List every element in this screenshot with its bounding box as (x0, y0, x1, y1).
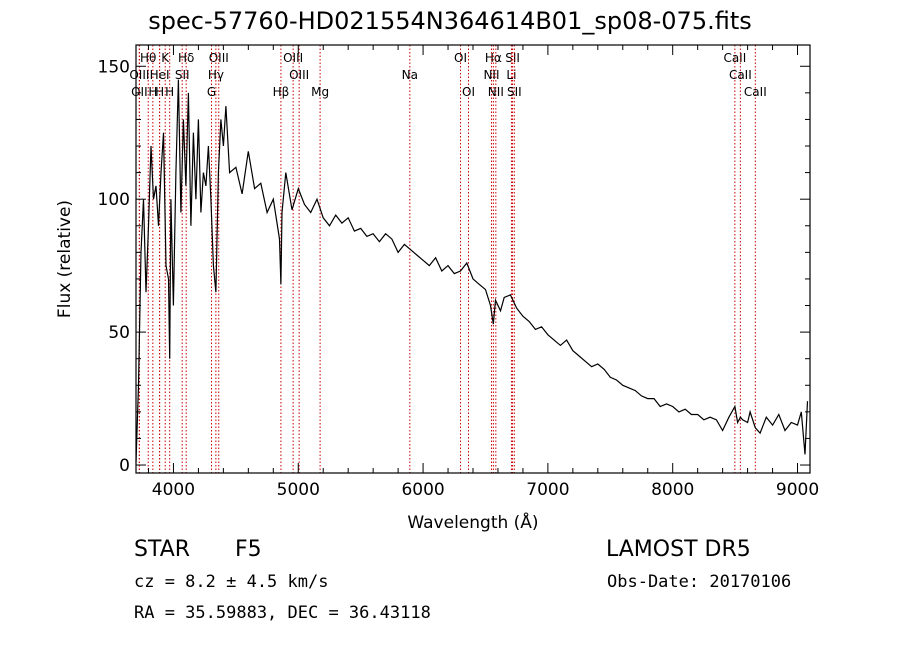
x-tick-label: 6000 (401, 480, 444, 500)
line-marker-label: CaII (723, 51, 746, 65)
object-type: STAR (134, 537, 191, 562)
y-tick-label: 100 (98, 190, 130, 210)
line-marker-label: Li (506, 68, 516, 82)
y-tick-label: 50 (108, 323, 130, 343)
observation-date: Obs-Date: 20170106 (607, 572, 792, 592)
line-marker-label: OIII (209, 51, 229, 65)
line-marker-label: Hδ (178, 51, 194, 65)
line-marker-label: HeI (150, 68, 170, 82)
line-marker-label: Hα (485, 51, 502, 65)
line-marker-label: OI (454, 51, 467, 65)
x-tick-label: 5000 (277, 480, 320, 500)
line-marker-label: Hθ (140, 51, 156, 65)
line-marker-label: CaII (729, 68, 752, 82)
line-marker-label: Na (402, 68, 418, 82)
x-tick-label: 8000 (651, 480, 694, 500)
line-marker-label: G (207, 85, 216, 99)
line-marker-label: SII (505, 51, 520, 65)
chart-title: spec-57760-HD021554N364614B01_sp08-075.f… (148, 7, 752, 35)
line-marker-label: OIII (129, 68, 149, 82)
line-marker-label: OIII (289, 68, 309, 82)
line-marker-label: Hβ (273, 85, 290, 99)
line-marker-label: SII (507, 85, 522, 99)
y-tick-label: 0 (119, 456, 130, 476)
y-tick-label: 150 (98, 57, 130, 77)
redshift-cz: cz = 8.2 ± 4.5 km/s (134, 572, 329, 592)
x-tick-label: 9000 (776, 480, 819, 500)
line-marker-label: H (148, 85, 157, 99)
line-marker-label: NII (488, 85, 504, 99)
x-tick-label: 7000 (526, 480, 569, 500)
line-marker-label: H (165, 85, 174, 99)
ra-dec-coordinates: RA = 35.59883, DEC = 36.43118 (134, 603, 431, 623)
axes: 4000 5000 6000 7000 8000 9000 0 50 100 150 (98, 45, 819, 500)
spectrum-line (135, 79, 809, 463)
plot-frame (135, 44, 811, 474)
survey-name: LAMOST DR5 (606, 537, 751, 562)
line-marker-label: Mg (311, 85, 329, 99)
line-marker-label: CaII (744, 85, 767, 99)
y-axis-label: Flux (relative) (55, 200, 75, 318)
x-axis-label: Wavelength (Å) (407, 511, 538, 533)
line-marker-label: OI (462, 85, 475, 99)
line-marker-label: SII (175, 68, 190, 82)
x-tick-label: 4000 (152, 480, 195, 500)
line-marker-label: OIII (283, 51, 303, 65)
line-marker-label: Hγ (208, 68, 224, 82)
object-subclass: F5 (235, 537, 262, 562)
line-marker-label: K (161, 51, 170, 65)
line-marker-label: NII (483, 68, 499, 82)
